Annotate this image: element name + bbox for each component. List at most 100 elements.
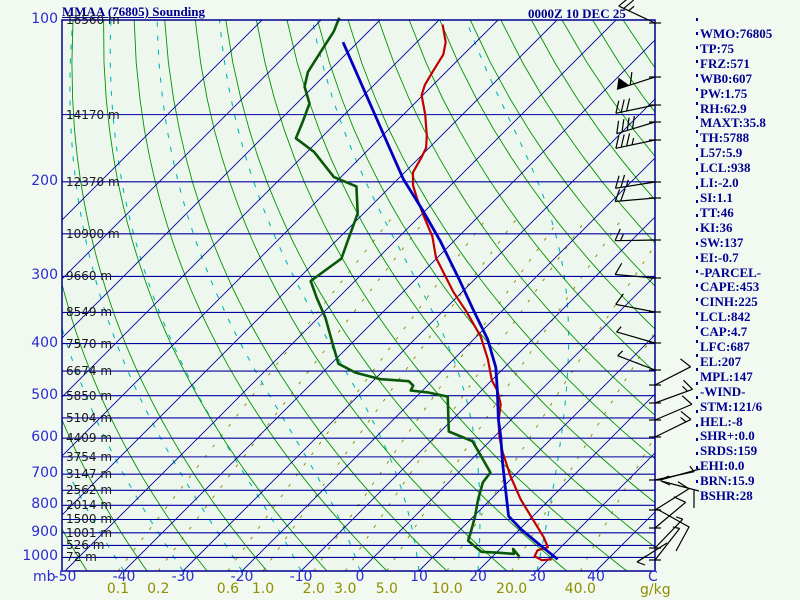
pressure-unit-label: mb <box>33 569 56 585</box>
barb-feather <box>620 188 626 202</box>
height-label: 10900 m <box>66 226 120 241</box>
pressure-label: 400 <box>31 334 58 351</box>
barb-feather <box>680 410 692 420</box>
barb-staff <box>616 121 656 135</box>
barb-staff <box>617 355 656 371</box>
barb-staff <box>654 488 690 511</box>
barb-staff <box>654 366 691 386</box>
temp-tick-label: 20 <box>469 569 487 585</box>
temp-tick-label: -40 <box>112 569 136 585</box>
temp-unit-label: C <box>648 569 658 585</box>
barb-staff <box>654 518 684 549</box>
height-label: 72 m <box>66 550 97 565</box>
wind-barb-column <box>614 0 701 566</box>
mixing-unit-label: g/kg <box>640 582 671 598</box>
height-label: 4409 m <box>66 431 113 446</box>
barb-half-feather <box>619 233 624 241</box>
storm-motion-line <box>659 475 670 481</box>
barb-half-feather <box>628 5 635 12</box>
barb-feather <box>680 358 692 368</box>
barb-staff <box>615 273 656 279</box>
barb-staff <box>654 501 687 529</box>
mixing-tick-label: 1.0 <box>251 581 275 597</box>
stats-line: SHR+:0.0 <box>700 428 755 444</box>
plot-border <box>61 19 656 572</box>
mixing-tick-label: 0.1 <box>106 581 130 597</box>
barb-staff <box>616 331 656 344</box>
height-label: 5104 m <box>66 410 113 425</box>
wind-barb <box>614 228 661 242</box>
height-label: 14170 m <box>66 107 120 122</box>
barb-feather <box>673 496 686 503</box>
stats-line: WB0:607 <box>700 70 752 86</box>
height-label: 2014 m <box>66 498 113 513</box>
parcel-curve <box>341 41 559 561</box>
moist-adiabat-line <box>311 20 481 571</box>
wind-barb <box>649 379 694 404</box>
height-label: 9660 m <box>66 269 113 284</box>
barb-staff <box>615 197 656 203</box>
temp-tick-label: -50 <box>53 569 77 585</box>
height-label: 2562 m <box>66 483 113 498</box>
temp-tick-label: 10 <box>410 569 428 585</box>
pressure-label: 200 <box>31 172 58 189</box>
isotherm-line <box>64 20 617 571</box>
stats-line: -WIND- <box>700 383 746 399</box>
stats-line: STM:121/6 <box>700 398 763 414</box>
sounding-curves <box>294 17 559 562</box>
stats-line: TH:5788 <box>700 130 750 146</box>
temp-tick-label: -10 <box>289 569 313 585</box>
barb-feather <box>620 134 625 148</box>
barb-staff <box>654 403 693 421</box>
isotherm-line <box>62 20 322 280</box>
temp-tick-label: -20 <box>230 569 254 585</box>
barb-feather <box>629 72 633 86</box>
pressure-label: 600 <box>31 429 58 446</box>
height-label: 5850 m <box>66 388 113 403</box>
mixing-ratio-line <box>579 435 655 571</box>
barb-feather <box>614 175 620 189</box>
barb-feather <box>623 0 635 9</box>
mixing-ratio-line <box>313 219 560 571</box>
height-label: 1500 m <box>66 512 113 527</box>
dry-adiabat-line <box>469 20 655 287</box>
stats-line: CAP:4.7 <box>700 324 748 340</box>
temperature-curve <box>411 24 552 562</box>
mixing-tick-label: 5.0 <box>375 581 398 597</box>
isotherm-line <box>359 275 655 571</box>
barb-feather <box>615 293 624 305</box>
storm-motion-line <box>660 480 700 492</box>
mixing-tick-label: 3.0 <box>334 581 357 597</box>
barb-half-feather <box>680 417 687 423</box>
stats-line: FRZ:571 <box>700 55 750 71</box>
stats-line: SI:1.1 <box>700 189 733 205</box>
isotherm-line <box>62 20 381 339</box>
mixing-tick-label: 40.0 <box>564 581 596 597</box>
barb-feather <box>614 189 621 202</box>
stats-line: SW:137 <box>700 234 744 250</box>
isotherm-line <box>477 393 655 571</box>
barb-staff <box>618 5 656 24</box>
barb-staff <box>615 104 656 114</box>
barb-feather <box>626 133 631 147</box>
stats-line: WMO:76805 <box>700 26 773 41</box>
storm-motion-line <box>636 561 646 566</box>
mixing-tick-label: 20.0 <box>496 581 528 597</box>
wind-barb <box>649 496 687 529</box>
barb-feather <box>621 119 625 133</box>
barb-half-feather <box>672 526 680 530</box>
barb-feather <box>616 120 620 134</box>
wind-barb <box>618 0 661 24</box>
dry-adiabat-line <box>439 20 655 330</box>
stats-line: LCL:938 <box>700 160 751 176</box>
barb-staff <box>654 418 692 438</box>
dry-adiabat-line <box>378 20 655 416</box>
barb-staff <box>654 528 681 561</box>
mixing-ratio-line <box>262 219 517 571</box>
stats-line: LI:-2.0 <box>700 175 739 191</box>
barb-staff <box>616 76 656 90</box>
barb-feather <box>631 115 635 129</box>
barb-staff <box>615 139 656 149</box>
